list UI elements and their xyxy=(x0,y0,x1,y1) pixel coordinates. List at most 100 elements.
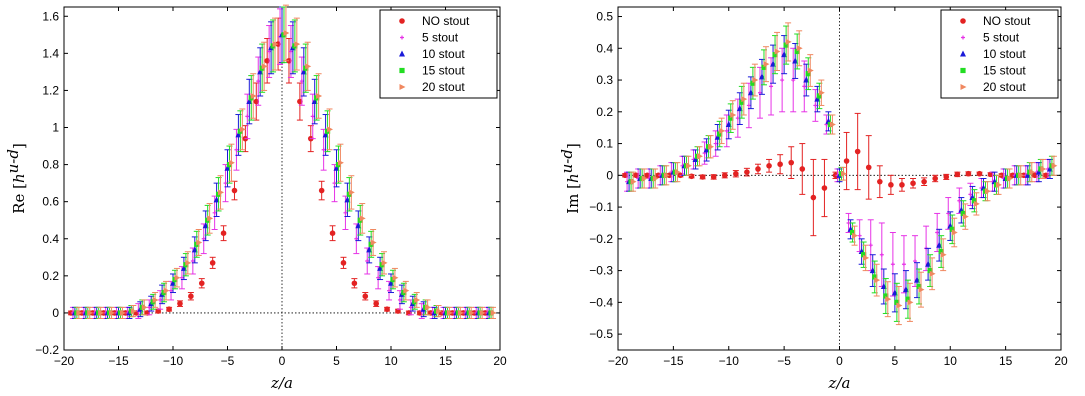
data-point xyxy=(796,45,803,52)
y-axis-label-prefix: Im xyxy=(564,189,582,214)
data-point xyxy=(802,84,807,89)
legend-box xyxy=(940,9,1059,99)
x-tick-label: 15 xyxy=(999,354,1013,368)
data-point xyxy=(272,41,279,48)
y-axis-label: Im [hu-d] xyxy=(558,143,582,214)
data-point xyxy=(688,173,695,180)
data-point xyxy=(685,162,692,169)
legend-marker xyxy=(960,67,966,74)
data-point xyxy=(397,297,402,302)
data-point xyxy=(877,178,883,185)
x-tick-label: 10 xyxy=(944,354,958,368)
data-point xyxy=(766,162,772,169)
data-point xyxy=(799,166,806,172)
data-point xyxy=(1029,169,1036,176)
data-point xyxy=(905,296,911,302)
data-point xyxy=(376,275,381,280)
y-tick-label: 1.2 xyxy=(42,83,59,97)
data-point xyxy=(763,61,770,68)
data-point xyxy=(965,170,972,177)
x-tick-label: −10 xyxy=(163,354,184,368)
data-point xyxy=(829,121,836,128)
x-axis-label: z/a xyxy=(270,374,293,392)
data-point xyxy=(234,147,239,152)
data-point xyxy=(340,260,347,266)
data-point xyxy=(996,181,1003,188)
data-point xyxy=(755,166,761,172)
y-axis-label-superscript: u-d xyxy=(4,149,22,173)
x-tick-label: −15 xyxy=(663,354,684,368)
data-point xyxy=(337,159,344,166)
data-point xyxy=(951,229,958,236)
data-point xyxy=(87,309,94,316)
legend-marker xyxy=(399,84,406,90)
x-tick-label: −10 xyxy=(719,354,740,368)
y-axis-label-symbol: h xyxy=(10,173,28,183)
x-tick-label: −5 xyxy=(777,354,791,368)
chart-panel-real: −20 −15 −10 −5 0 5 10 15 20 −0.2 0 0.2 0.4 0.6 0.8 1 1.2… xyxy=(4,4,507,392)
data-point xyxy=(220,230,227,236)
data-point xyxy=(359,215,366,222)
data-point xyxy=(741,96,748,103)
data-point xyxy=(630,178,637,185)
y-tick-label: 0.5 xyxy=(596,10,613,24)
data-point xyxy=(868,243,873,248)
data-point xyxy=(392,274,399,281)
data-point xyxy=(807,67,814,74)
legend-marker xyxy=(400,35,404,40)
data-point xyxy=(316,92,323,99)
data-point xyxy=(207,215,214,222)
data-point xyxy=(730,111,737,118)
data-point xyxy=(479,309,486,316)
data-point xyxy=(174,274,181,281)
data-point xyxy=(932,175,938,182)
data-point xyxy=(916,283,922,290)
data-point xyxy=(228,159,235,166)
legend-entry-label: 15 stout xyxy=(422,64,465,78)
data-point xyxy=(299,79,304,84)
data-point xyxy=(468,309,475,316)
data-point xyxy=(971,198,977,204)
data-point xyxy=(899,182,905,188)
data-point xyxy=(348,189,355,196)
data-point xyxy=(962,213,969,220)
x-tick-label: −5 xyxy=(221,354,235,368)
data-point xyxy=(872,274,878,280)
x-tick-label: 20 xyxy=(493,354,507,368)
data-point xyxy=(724,128,729,133)
data-point xyxy=(813,103,818,108)
y-tick-label: −0.5 xyxy=(589,327,613,341)
data-point xyxy=(810,194,817,201)
data-point xyxy=(960,210,966,217)
data-point xyxy=(772,52,778,58)
data-point xyxy=(674,169,681,176)
data-point xyxy=(699,174,706,180)
y-tick-label: −0.2 xyxy=(589,232,613,246)
y-axis-label-superscript: u-d xyxy=(558,149,576,173)
data-point xyxy=(910,180,916,187)
y-tick-label: 0.2 xyxy=(42,269,59,283)
x-tick-label: −20 xyxy=(608,354,629,368)
y-axis-label-bracket-open: [ xyxy=(564,183,582,189)
data-point xyxy=(752,77,759,84)
data-point xyxy=(821,185,828,191)
data-point xyxy=(785,38,792,45)
data-point xyxy=(384,306,390,313)
data-point xyxy=(141,304,148,311)
data-point xyxy=(370,239,377,246)
data-point xyxy=(109,309,116,316)
data-point xyxy=(362,293,369,300)
y-tick-label: 0.1 xyxy=(596,137,613,151)
series-no-stout xyxy=(67,17,489,316)
data-point xyxy=(761,64,767,70)
legend-marker xyxy=(960,50,966,57)
data-point xyxy=(245,114,250,119)
data-point xyxy=(130,308,137,315)
data-point xyxy=(929,270,936,277)
legend-entry-label: 15 stout xyxy=(983,64,1026,78)
legend: NO stout 5 stout 10 stout 15 stout 20 stout xyxy=(940,9,1059,99)
data-point xyxy=(921,178,927,185)
series-5-stout xyxy=(624,47,1051,297)
data-point xyxy=(329,230,336,236)
